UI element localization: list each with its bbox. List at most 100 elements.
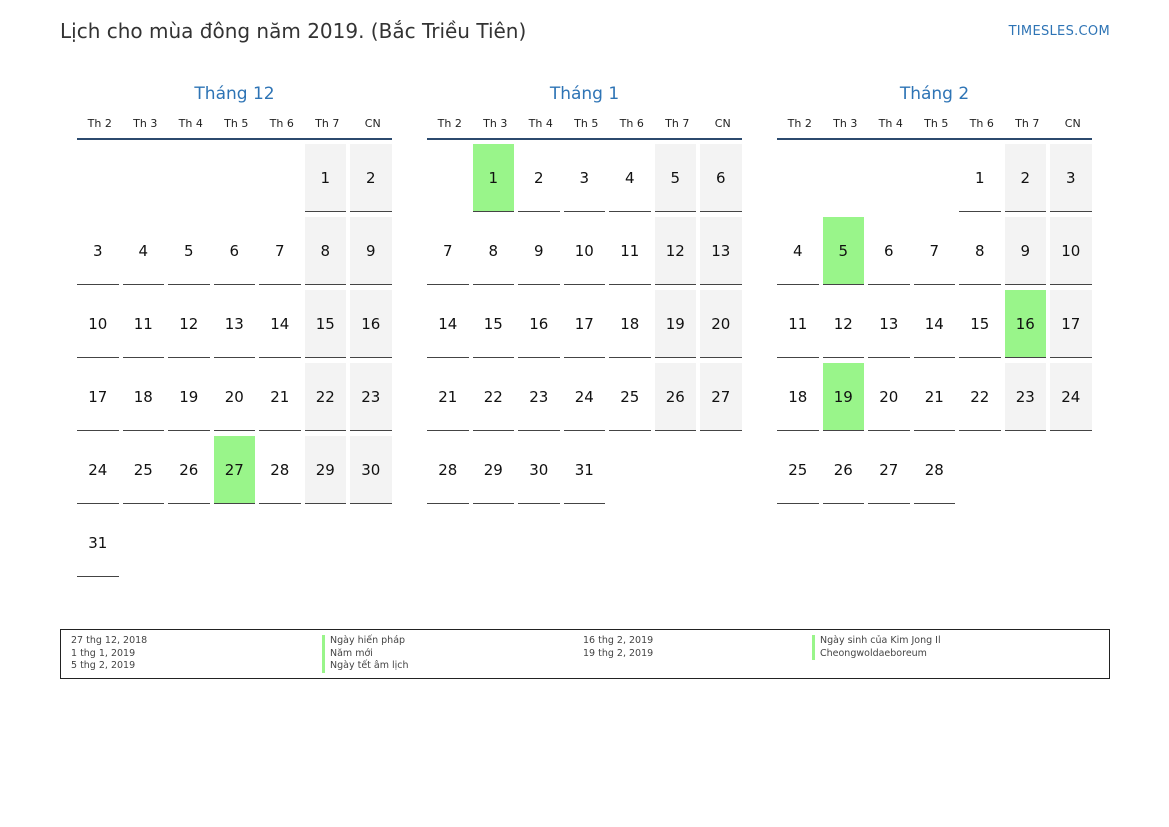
day-cell[interactable]: 3	[77, 217, 123, 290]
day-cell[interactable]: 12	[822, 290, 869, 363]
weekday-header: Th 2 Th 3 Th 4 Th 5 Th 6 Th 7 CN	[77, 116, 392, 140]
day-cell[interactable]: 7	[259, 217, 305, 290]
day-cell[interactable]: 13	[868, 290, 914, 363]
day-cell[interactable]: 25	[122, 436, 169, 509]
day-cell[interactable]: 8	[959, 217, 1005, 290]
day-number: 30	[518, 436, 560, 504]
weekday-label: Th 4	[178, 117, 203, 130]
day-cell[interactable]: 20	[700, 290, 746, 363]
day-cell[interactable]: 13	[213, 290, 260, 363]
day-cell[interactable]: 27	[868, 436, 914, 509]
day-cell[interactable]: 21	[427, 363, 473, 436]
day-cell[interactable]: 12	[168, 290, 214, 363]
day-cell[interactable]: 23	[518, 363, 564, 436]
day-cell[interactable]: 11	[777, 290, 823, 363]
day-cell[interactable]: 17	[1050, 290, 1096, 363]
day-cell[interactable]: 30	[350, 436, 396, 509]
day-cell[interactable]: 24	[1050, 363, 1096, 436]
day-cell[interactable]: 17	[563, 290, 610, 363]
empty-cell	[214, 144, 260, 217]
day-cell[interactable]: 21	[913, 363, 960, 436]
day-cell[interactable]: 23	[1004, 363, 1051, 436]
day-cell[interactable]: 3	[563, 144, 610, 217]
day-number: 17	[77, 363, 119, 431]
day-cell[interactable]: 4	[609, 144, 655, 217]
day-cell[interactable]: 12	[654, 217, 701, 290]
day-cell[interactable]: 16	[350, 290, 396, 363]
day-cell[interactable]: 5	[168, 217, 214, 290]
day-number: 26	[822, 436, 864, 504]
day-cell[interactable]: 7	[427, 217, 473, 290]
day-cell[interactable]: 24	[563, 363, 610, 436]
day-cell[interactable]: 4	[122, 217, 169, 290]
day-cell[interactable]: 19	[654, 290, 701, 363]
site-link[interactable]: TIMESLES.COM	[1008, 24, 1110, 39]
day-cell[interactable]: 11	[609, 217, 655, 290]
day-cell[interactable]: 10	[563, 217, 610, 290]
holiday-day-cell[interactable]: 1	[472, 144, 519, 217]
day-cell[interactable]: 9	[518, 217, 564, 290]
day-cell[interactable]: 1	[959, 144, 1005, 217]
day-cell[interactable]: 2	[350, 144, 396, 217]
day-cell[interactable]: 6	[868, 217, 914, 290]
day-cell[interactable]: 13	[700, 217, 746, 290]
day-cell[interactable]: 15	[959, 290, 1005, 363]
day-cell[interactable]: 31	[77, 509, 123, 582]
day-cell[interactable]: 9	[350, 217, 396, 290]
day-cell[interactable]: 10	[77, 290, 123, 363]
day-cell[interactable]: 8	[472, 217, 519, 290]
day-cell[interactable]: 1	[304, 144, 351, 217]
day-number: 15	[472, 290, 514, 358]
day-cell[interactable]: 28	[259, 436, 305, 509]
day-cell[interactable]: 28	[427, 436, 473, 509]
day-cell[interactable]: 21	[259, 363, 305, 436]
holiday-day-cell[interactable]: 16	[1004, 290, 1051, 363]
day-cell[interactable]: 8	[304, 217, 351, 290]
day-cell[interactable]: 2	[518, 144, 564, 217]
holiday-day-cell[interactable]: 27	[213, 436, 260, 509]
day-cell[interactable]: 18	[122, 363, 169, 436]
day-cell[interactable]: 14	[913, 290, 960, 363]
holiday-day-cell[interactable]: 5	[822, 217, 869, 290]
day-cell[interactable]: 22	[959, 363, 1005, 436]
day-cell[interactable]: 7	[913, 217, 960, 290]
day-cell[interactable]: 15	[472, 290, 519, 363]
day-cell[interactable]: 4	[777, 217, 823, 290]
day-cell[interactable]: 24	[77, 436, 123, 509]
day-cell[interactable]: 22	[304, 363, 351, 436]
day-cell[interactable]: 17	[77, 363, 123, 436]
day-cell[interactable]: 26	[168, 436, 214, 509]
day-number: 2	[518, 144, 560, 212]
day-cell[interactable]: 26	[822, 436, 869, 509]
day-cell[interactable]: 2	[1004, 144, 1051, 217]
day-cell[interactable]: 25	[777, 436, 823, 509]
day-cell[interactable]: 18	[609, 290, 655, 363]
day-cell[interactable]: 29	[472, 436, 519, 509]
day-cell[interactable]: 27	[700, 363, 746, 436]
day-cell[interactable]: 23	[350, 363, 396, 436]
day-cell[interactable]: 10	[1050, 217, 1096, 290]
day-cell[interactable]: 6	[213, 217, 260, 290]
day-cell[interactable]: 5	[654, 144, 701, 217]
day-cell[interactable]: 29	[304, 436, 351, 509]
day-cell[interactable]: 19	[168, 363, 214, 436]
day-cell[interactable]: 18	[777, 363, 823, 436]
day-cell[interactable]: 31	[563, 436, 610, 509]
day-cell[interactable]: 20	[213, 363, 260, 436]
day-cell[interactable]: 15	[304, 290, 351, 363]
day-cell[interactable]: 9	[1004, 217, 1051, 290]
day-cell[interactable]: 22	[472, 363, 519, 436]
day-cell[interactable]: 11	[122, 290, 169, 363]
day-cell[interactable]: 14	[427, 290, 473, 363]
day-cell[interactable]: 28	[913, 436, 960, 509]
day-cell[interactable]: 3	[1050, 144, 1096, 217]
holiday-day-cell[interactable]: 19	[822, 363, 869, 436]
day-cell[interactable]: 26	[654, 363, 701, 436]
day-cell[interactable]: 20	[868, 363, 914, 436]
day-cell[interactable]: 14	[259, 290, 305, 363]
day-cell[interactable]: 30	[518, 436, 564, 509]
day-cell[interactable]: 6	[700, 144, 746, 217]
day-cell[interactable]: 25	[609, 363, 655, 436]
legend-date: 19 thg 2, 2019	[583, 647, 654, 659]
day-cell[interactable]: 16	[518, 290, 564, 363]
